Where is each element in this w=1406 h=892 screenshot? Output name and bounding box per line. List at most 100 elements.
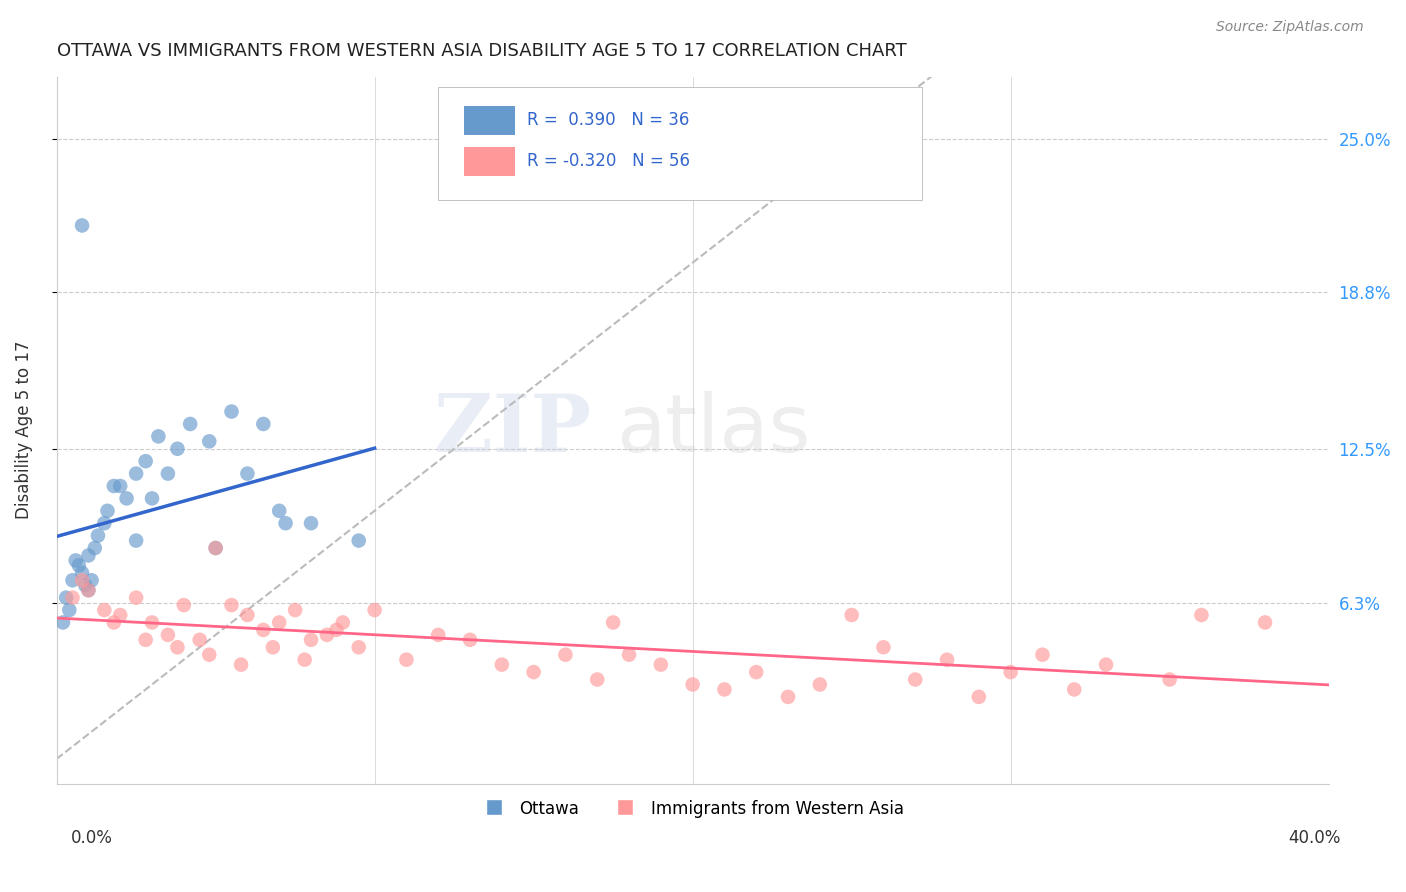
Point bbox=[252, 417, 274, 431]
Text: Source: ZipAtlas.com: Source: ZipAtlas.com bbox=[1216, 21, 1364, 34]
Point bbox=[75, 578, 97, 592]
Point bbox=[332, 615, 354, 630]
Point bbox=[93, 516, 115, 531]
Point bbox=[70, 574, 93, 588]
Point bbox=[77, 583, 100, 598]
Point bbox=[395, 653, 418, 667]
Point bbox=[299, 632, 322, 647]
Point bbox=[58, 603, 80, 617]
Text: ZIP: ZIP bbox=[434, 392, 591, 469]
Point bbox=[55, 591, 77, 605]
Point bbox=[125, 533, 148, 548]
Point bbox=[347, 533, 370, 548]
Point bbox=[77, 549, 100, 563]
Point bbox=[65, 553, 87, 567]
Point bbox=[229, 657, 252, 672]
Point bbox=[70, 219, 93, 233]
Point bbox=[62, 574, 84, 588]
Point bbox=[1191, 607, 1213, 622]
Y-axis label: Disability Age 5 to 17: Disability Age 5 to 17 bbox=[15, 341, 32, 519]
Point bbox=[523, 665, 546, 679]
Point bbox=[967, 690, 990, 704]
Point bbox=[77, 583, 100, 598]
Point bbox=[1254, 615, 1277, 630]
Point bbox=[166, 640, 188, 655]
Point bbox=[1159, 673, 1181, 687]
Text: 0.0%: 0.0% bbox=[70, 829, 112, 847]
Point bbox=[1031, 648, 1053, 662]
Point bbox=[745, 665, 768, 679]
Point bbox=[52, 615, 75, 630]
Point bbox=[363, 603, 385, 617]
Point bbox=[198, 434, 221, 449]
Text: R =  0.390   N = 36: R = 0.390 N = 36 bbox=[527, 112, 689, 129]
Point bbox=[103, 479, 125, 493]
Point bbox=[83, 541, 105, 555]
Point bbox=[166, 442, 188, 456]
Point bbox=[316, 628, 339, 642]
Point bbox=[458, 632, 481, 647]
Point bbox=[70, 566, 93, 580]
Text: atlas: atlas bbox=[616, 392, 811, 469]
Point bbox=[872, 640, 894, 655]
Point bbox=[284, 603, 307, 617]
Point bbox=[141, 615, 163, 630]
Point bbox=[776, 690, 799, 704]
Point bbox=[96, 504, 118, 518]
Point bbox=[198, 648, 221, 662]
Point bbox=[125, 591, 148, 605]
Point bbox=[262, 640, 284, 655]
Point bbox=[427, 628, 450, 642]
Point bbox=[87, 528, 110, 542]
Point bbox=[135, 632, 157, 647]
Point bbox=[80, 574, 103, 588]
Point bbox=[294, 653, 316, 667]
Point bbox=[650, 657, 672, 672]
Point bbox=[841, 607, 863, 622]
Point bbox=[713, 682, 735, 697]
Point bbox=[67, 558, 90, 573]
Point bbox=[221, 404, 243, 418]
Point bbox=[602, 615, 624, 630]
Text: 40.0%: 40.0% bbox=[1288, 829, 1341, 847]
Point bbox=[904, 673, 927, 687]
Point bbox=[125, 467, 148, 481]
Text: R = -0.320   N = 56: R = -0.320 N = 56 bbox=[527, 153, 690, 170]
Point bbox=[299, 516, 322, 531]
Point bbox=[110, 479, 132, 493]
Point bbox=[115, 491, 138, 506]
Point bbox=[188, 632, 211, 647]
Point bbox=[236, 607, 259, 622]
FancyBboxPatch shape bbox=[439, 87, 921, 201]
Point bbox=[617, 648, 640, 662]
Point bbox=[141, 491, 163, 506]
Point bbox=[110, 607, 132, 622]
Point bbox=[204, 541, 226, 555]
Point bbox=[586, 673, 609, 687]
Point bbox=[269, 504, 291, 518]
Point bbox=[135, 454, 157, 468]
Point bbox=[682, 677, 704, 691]
Point bbox=[179, 417, 201, 431]
Point bbox=[93, 603, 115, 617]
Point bbox=[252, 623, 274, 637]
Point bbox=[347, 640, 370, 655]
Point bbox=[325, 623, 347, 637]
Point bbox=[936, 653, 959, 667]
Point bbox=[554, 648, 576, 662]
Point bbox=[491, 657, 513, 672]
Point bbox=[156, 628, 179, 642]
Point bbox=[236, 467, 259, 481]
Point bbox=[1063, 682, 1085, 697]
Point bbox=[1095, 657, 1118, 672]
Legend: Ottawa, Immigrants from Western Asia: Ottawa, Immigrants from Western Asia bbox=[475, 793, 911, 825]
Point bbox=[269, 615, 291, 630]
Text: OTTAWA VS IMMIGRANTS FROM WESTERN ASIA DISABILITY AGE 5 TO 17 CORRELATION CHART: OTTAWA VS IMMIGRANTS FROM WESTERN ASIA D… bbox=[56, 42, 907, 60]
Point bbox=[62, 591, 84, 605]
Point bbox=[156, 467, 179, 481]
Point bbox=[204, 541, 226, 555]
Point bbox=[173, 598, 195, 612]
Point bbox=[274, 516, 297, 531]
FancyBboxPatch shape bbox=[464, 147, 515, 176]
Point bbox=[1000, 665, 1022, 679]
